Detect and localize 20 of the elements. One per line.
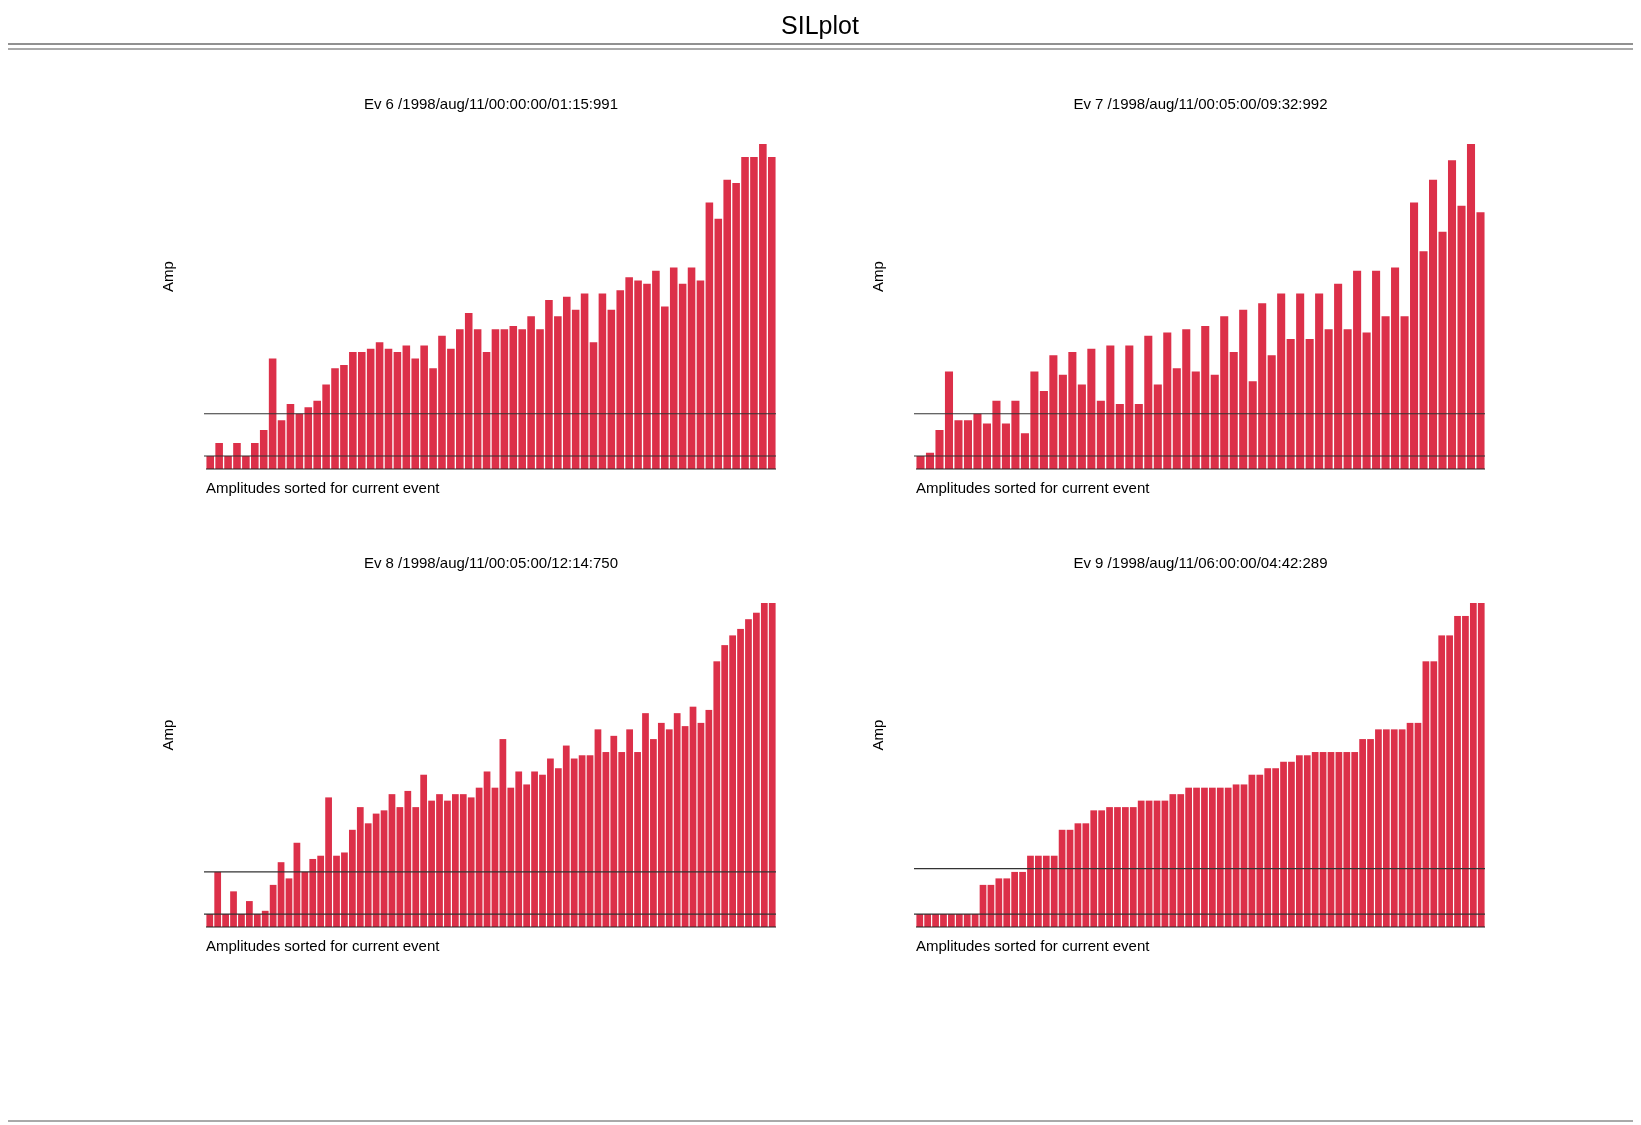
bar [687,267,696,469]
bar [696,280,705,469]
x-axis-title: Amplitudes sorted for current event [206,937,441,954]
bar [598,293,607,469]
chart-title: Ev 7 /1998/aug/11/00:05:00/09:32:992 [1073,95,1328,112]
chart-title: Ev 6 /1998/aug/11/00:00:00/01:15:991 [363,95,619,112]
x-axis-title: Amplitudes sorted for current event [916,937,1151,954]
y-axis-title: Amp [869,261,886,292]
chart-title: Ev 9 /1998/aug/11/06:00:00/04:42:289 [1073,554,1328,571]
x-axis-title: Amplitudes sorted for current event [916,479,1151,496]
bar [580,293,589,469]
chart-title: Ev 8 /1998/aug/11/00:05:00/12:14:750 [363,554,619,571]
y-axis-title: Amp [159,719,176,751]
bar [589,342,598,469]
bar [491,329,500,469]
y-axis-title: Amp [159,261,176,292]
y-axis-title: Amp [869,719,886,751]
text: SILplot [781,11,859,39]
x-axis-title: Amplitudes sorted for current event [206,479,441,496]
bar [375,342,384,469]
